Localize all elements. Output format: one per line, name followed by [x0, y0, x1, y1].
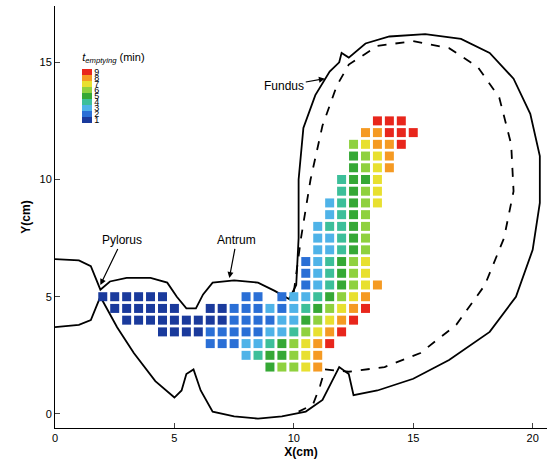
svg-text:10: 10 [288, 432, 300, 444]
svg-text:Pylorus: Pylorus [102, 233, 142, 247]
svg-text:X(cm): X(cm) [284, 445, 317, 459]
svg-text:0: 0 [52, 432, 58, 444]
svg-text:6: 6 [94, 85, 99, 95]
svg-text:5: 5 [94, 91, 99, 101]
svg-text:0: 0 [46, 408, 52, 420]
svg-text:Antrum: Antrum [217, 233, 256, 247]
svg-text:5: 5 [171, 432, 177, 444]
svg-text:10: 10 [40, 173, 52, 185]
svg-text:8: 8 [94, 73, 99, 83]
svg-text:t​emptying​ (min): t​emptying​ (min) [82, 51, 144, 65]
svg-text:Y(cm): Y(cm) [19, 200, 33, 233]
svg-text:9: 9 [94, 67, 99, 77]
svg-text:4: 4 [94, 97, 99, 107]
svg-text:5: 5 [46, 291, 52, 303]
svg-text:3: 3 [94, 103, 99, 113]
svg-text:7: 7 [94, 79, 99, 89]
svg-text:20: 20 [527, 432, 539, 444]
svg-text:15: 15 [407, 432, 419, 444]
svg-text:1: 1 [94, 115, 99, 125]
svg-text:Fundus: Fundus [264, 79, 304, 93]
svg-text:15: 15 [40, 56, 52, 68]
svg-text:2: 2 [94, 109, 99, 119]
